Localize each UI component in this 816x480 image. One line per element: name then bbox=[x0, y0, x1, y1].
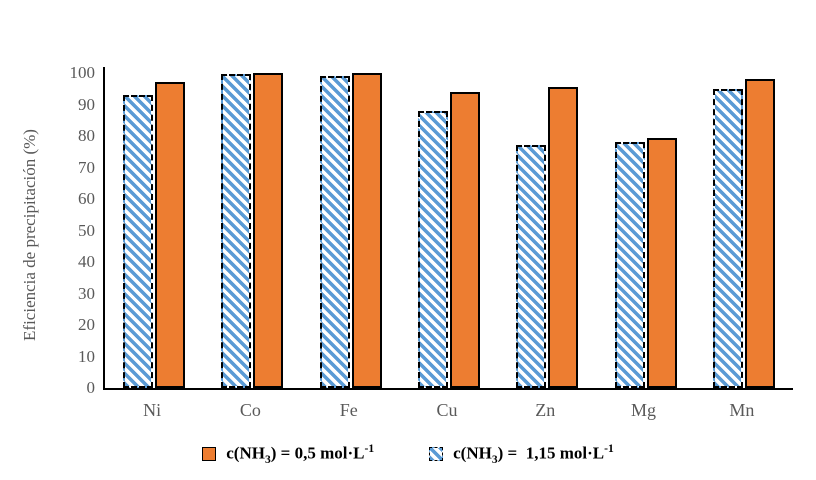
bar-mn-solid-orange bbox=[744, 79, 775, 388]
y-tick-label-20: 20 bbox=[78, 315, 95, 334]
legend-marker-blue-hatch-icon bbox=[429, 446, 444, 461]
y-tick-label-60: 60 bbox=[78, 189, 95, 208]
y-axis-title: Eficiencia de precipitación (%) bbox=[20, 129, 39, 341]
y-tick-label-10: 10 bbox=[78, 346, 95, 366]
legend-marker-orange-square-icon bbox=[202, 446, 217, 461]
bar-cu-solid-orange bbox=[450, 91, 480, 388]
x-label-ni: Ni bbox=[143, 400, 162, 420]
y-tick-label-50: 50 bbox=[78, 220, 95, 240]
bar-fe-hatched-blue bbox=[319, 75, 350, 388]
bar-zn-hatched-blue bbox=[516, 145, 547, 388]
y-tick-label-100: 100 bbox=[69, 63, 96, 82]
bar-fe-solid-orange bbox=[351, 73, 382, 388]
bar-ni-hatched-blue bbox=[123, 95, 154, 388]
bar-mn-hatched-blue bbox=[712, 88, 743, 388]
y-tick-label-80: 80 bbox=[78, 126, 95, 145]
legend-label: c(NH3) = 1,15 mol·L-1 bbox=[453, 441, 614, 467]
chart-legend: c(NH3) = 0,5 mol·L-1 c(NH3) = 1,15 mol·L-… bbox=[0, 440, 816, 468]
legend-item-nh3-0-5: c(NH3) = 0,5 mol·L-1 bbox=[202, 442, 374, 466]
plot-area bbox=[103, 67, 793, 390]
y-tick-label-90: 90 bbox=[78, 94, 95, 114]
y-tick-label-70: 70 bbox=[78, 157, 95, 177]
bar-zn-solid-orange bbox=[548, 87, 579, 388]
x-label-zn: Zn bbox=[535, 400, 556, 420]
x-label-mg: Mg bbox=[631, 400, 657, 420]
x-label-co: Co bbox=[239, 400, 261, 420]
x-axis-category-labels: Ni Co Fe Cu Zn Mg Mn bbox=[103, 400, 791, 424]
x-label-mn: Mn bbox=[729, 400, 755, 420]
x-label-fe: Fe bbox=[339, 400, 358, 420]
y-tick-label-0: 0 bbox=[86, 378, 96, 397]
x-label-cu: Cu bbox=[436, 400, 458, 420]
y-tick-label-30: 30 bbox=[78, 283, 95, 303]
legend-label: c(NH3) = 0,5 mol·L-1 bbox=[226, 441, 375, 467]
bar-mg-solid-orange bbox=[646, 137, 677, 388]
bar-co-solid-orange bbox=[253, 73, 284, 388]
legend-item-nh3-1-15: c(NH3) = 1,15 mol·L-1 bbox=[429, 442, 614, 466]
bar-co-hatched-blue bbox=[221, 73, 252, 388]
bar-mg-hatched-blue bbox=[614, 142, 645, 388]
bar-ni-solid-orange bbox=[155, 82, 186, 388]
y-tick-label-40: 40 bbox=[78, 252, 95, 271]
bar-cu-hatched-blue bbox=[418, 110, 448, 388]
